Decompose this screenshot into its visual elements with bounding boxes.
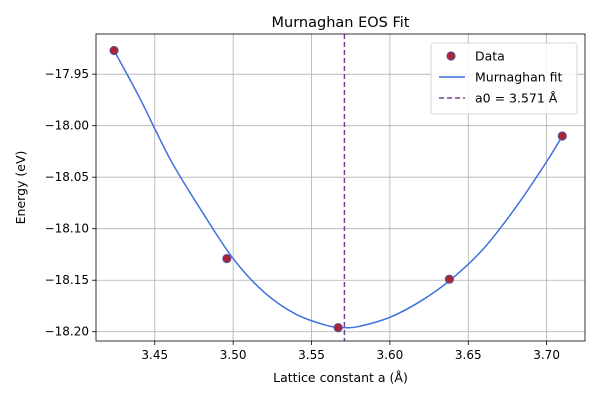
data-point	[444, 274, 455, 284]
data-point	[109, 45, 119, 56]
y-tick-label: −18.20	[45, 325, 89, 339]
axis-ticks: 3.45 3.50 3.55 3.60 3.65 3.70 −17.95 −18.00 −18.…	[45, 67, 560, 362]
murnaghan-fit-line	[113, 50, 563, 329]
y-tick-label: −18.05	[45, 170, 89, 184]
x-tick-label: 3.50	[220, 348, 247, 362]
data-point	[333, 323, 343, 333]
y-tick-label: −17.95	[45, 67, 89, 81]
y-tick-label: −18.10	[45, 222, 89, 236]
data-point	[557, 131, 567, 141]
legend-label: a0 = 3.571 Å	[475, 91, 558, 106]
y-tick-label: −18.00	[45, 119, 89, 133]
plot-content	[109, 34, 567, 341]
legend-label: Murnaghan fit	[475, 70, 562, 85]
y-axis-label: Energy (eV)	[13, 151, 28, 225]
x-tick-label: 3.55	[298, 348, 325, 362]
x-tick-label: 3.70	[533, 348, 560, 362]
x-axis-label: Lattice constant a (Å)	[273, 370, 408, 385]
legend-marker-data	[446, 51, 456, 61]
x-tick-label: 3.65	[455, 348, 482, 362]
y-tick-label: −18.15	[45, 273, 89, 287]
legend: Data Murnaghan fit a0 = 3.571 Å	[430, 42, 578, 115]
legend-box	[430, 42, 578, 115]
chart-title: Murnaghan EOS Fit	[272, 15, 410, 31]
x-tick-label: 3.45	[141, 348, 168, 362]
legend-label: Data	[475, 49, 505, 64]
x-tick-label: 3.60	[377, 348, 404, 362]
axes-frame	[95, 33, 586, 342]
data-point	[222, 253, 232, 264]
